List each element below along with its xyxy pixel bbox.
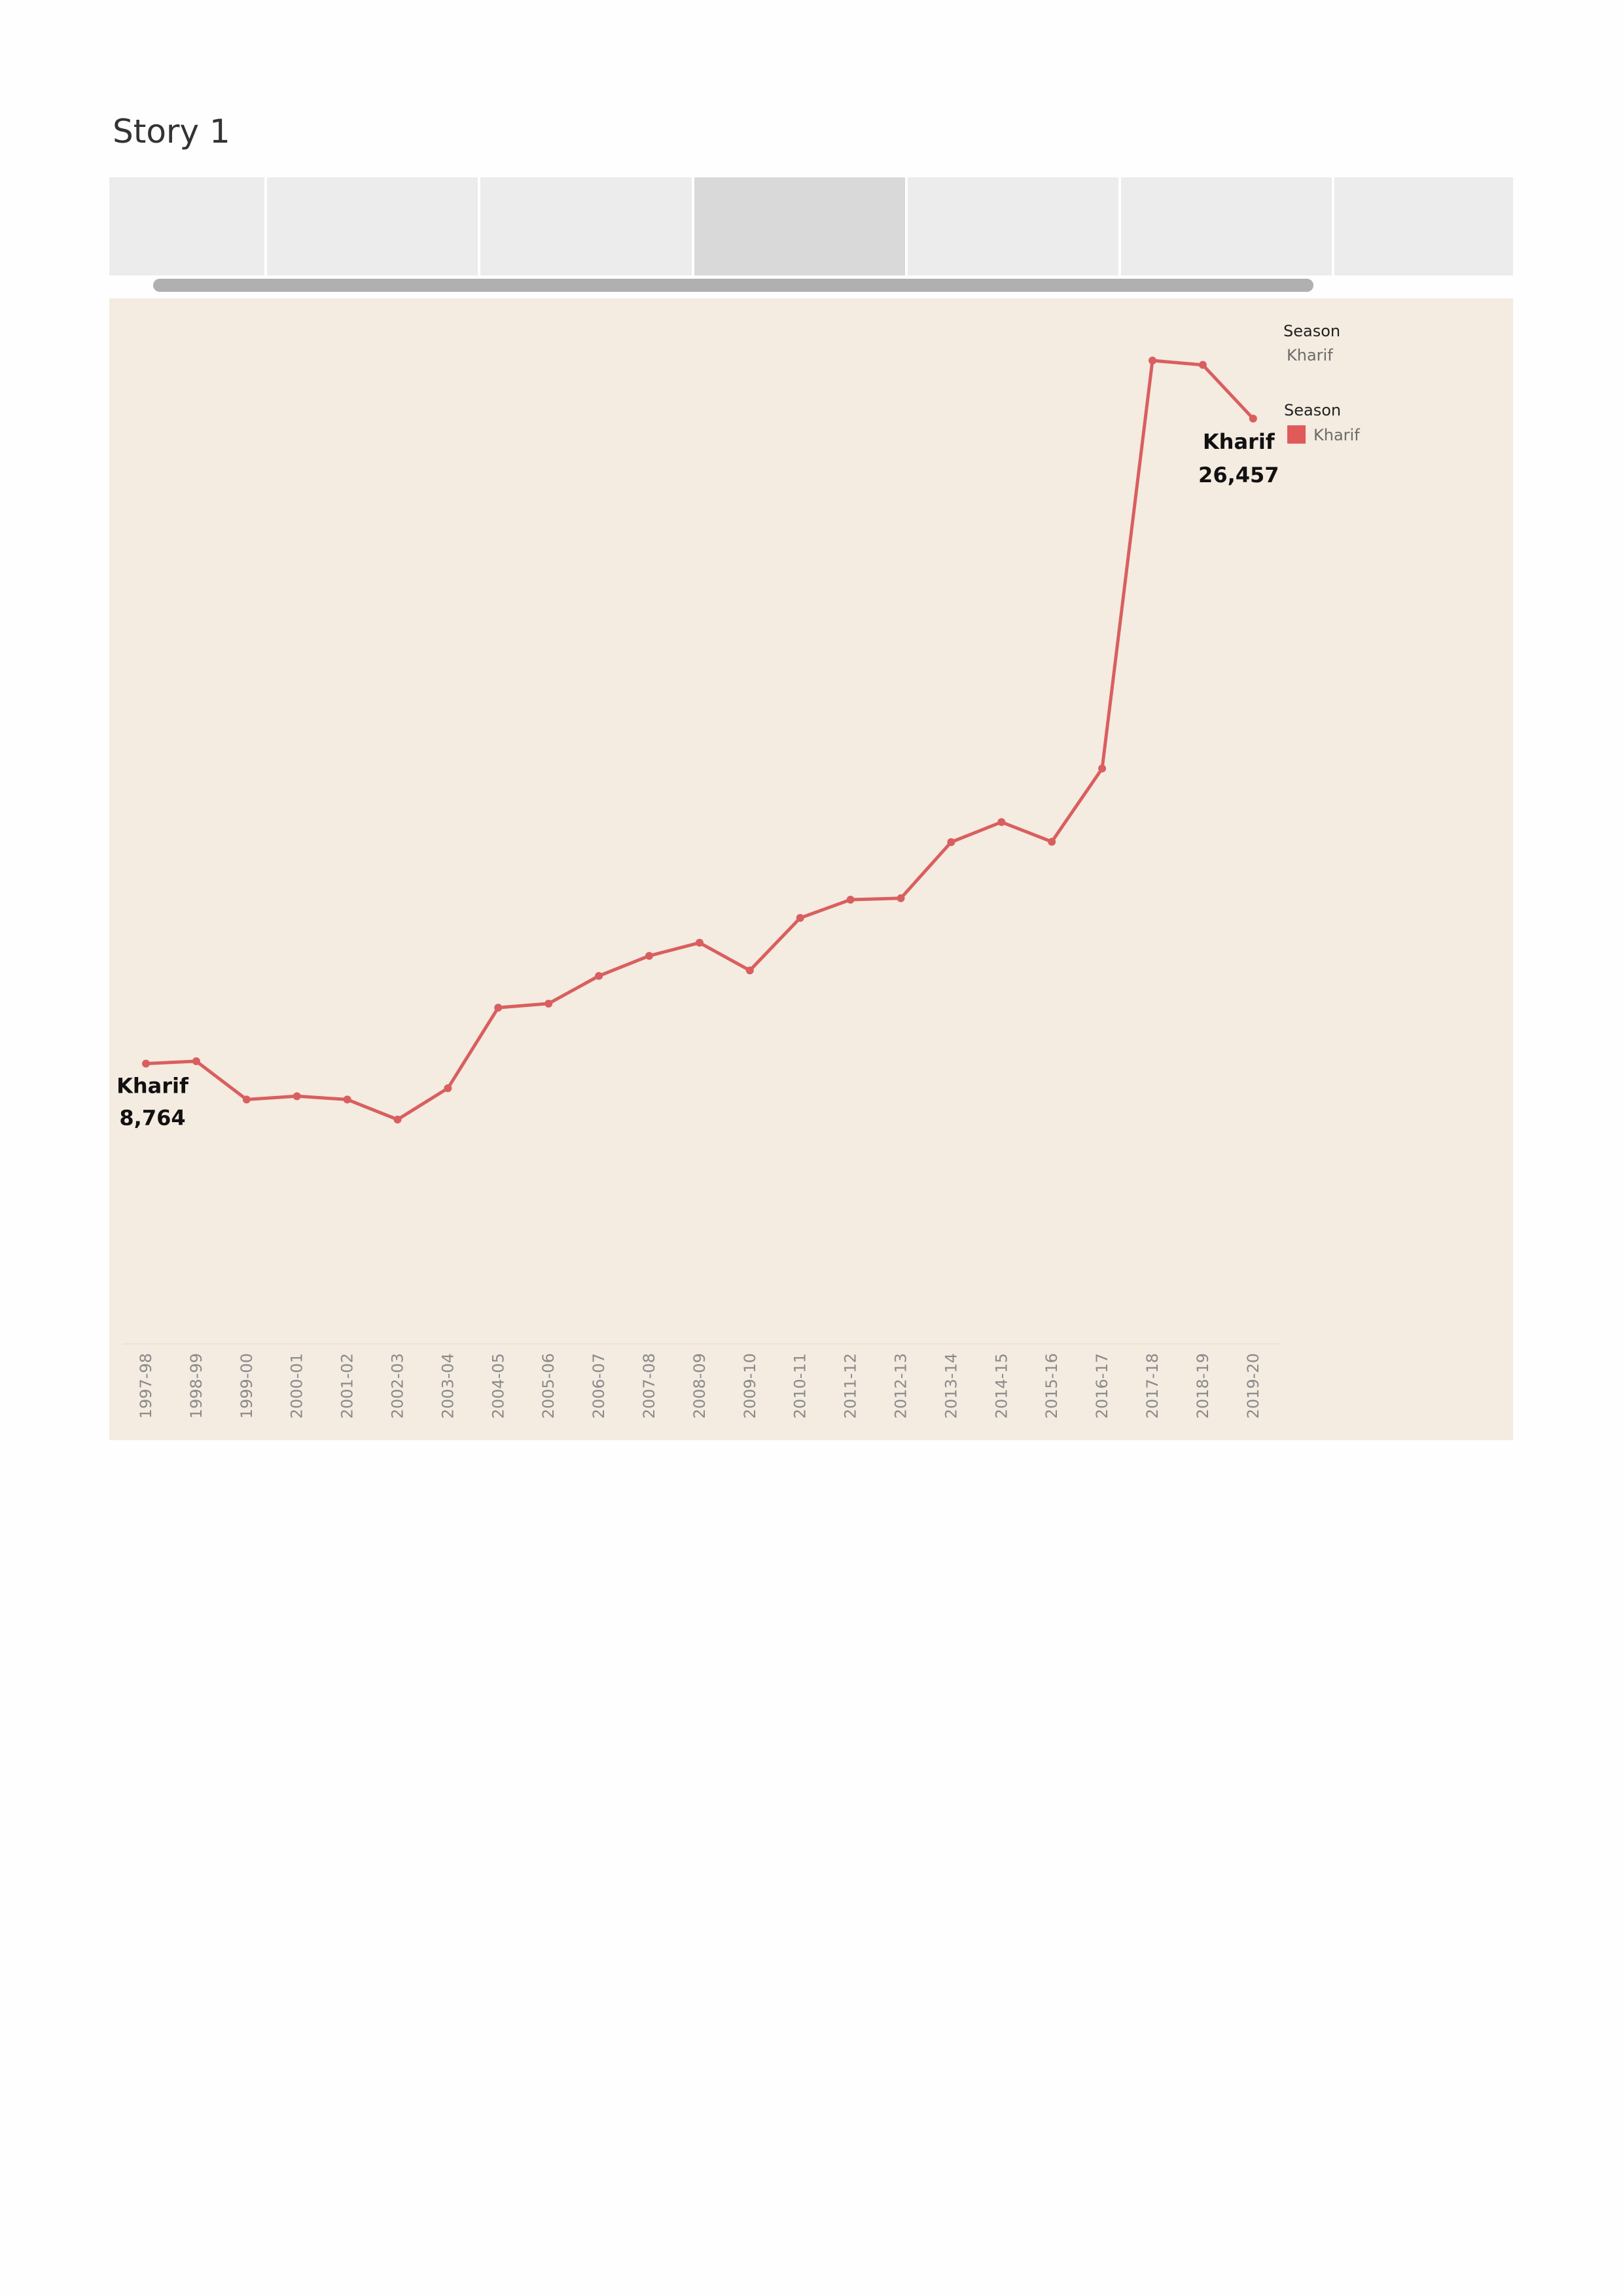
story-point-3[interactable] [480, 177, 694, 275]
x-tick-label: 2012-13 [892, 1353, 910, 1419]
x-tick-label: 2001-02 [338, 1353, 357, 1419]
data-point-2019-20[interactable] [1249, 414, 1257, 423]
data-point-1999-00[interactable] [242, 1095, 251, 1104]
story-navigator [109, 177, 1513, 275]
color-legend-label[interactable]: Kharif [1313, 426, 1360, 444]
series-line-kharif [145, 359, 1255, 1122]
x-tick-label: 2002-03 [389, 1353, 407, 1419]
x-tick-label: 2011-12 [842, 1353, 860, 1419]
x-tick-label: 1999-00 [238, 1353, 256, 1419]
x-tick-label: 2010-11 [791, 1353, 810, 1419]
story-title: Story 1 [113, 113, 230, 150]
data-point-2015-16[interactable] [1048, 838, 1056, 846]
data-point-2008-09[interactable] [695, 938, 704, 947]
data-point-2007-08[interactable] [645, 951, 653, 960]
data-point-1998-99[interactable] [192, 1057, 200, 1065]
data-point-2013-14[interactable] [947, 838, 955, 847]
data-point-2005-06[interactable] [544, 999, 553, 1008]
data-point-2011-12[interactable] [846, 896, 855, 904]
x-tick-label: 2016-17 [1093, 1353, 1111, 1419]
story-point-6[interactable] [1121, 177, 1334, 275]
data-point-2006-07[interactable] [595, 972, 603, 980]
x-tick-label: 1998-99 [187, 1353, 205, 1419]
data-point-2018-19[interactable] [1198, 361, 1207, 369]
filter-legend-value[interactable]: Kharif [1287, 346, 1333, 364]
line-chart: Season Kharif Season Kharif 1997-98 1998-… [116, 322, 1360, 1419]
x-tick-label: 2019-20 [1244, 1353, 1262, 1419]
x-tick-label: 2000-01 [288, 1353, 306, 1419]
data-point-2000-01[interactable] [293, 1092, 301, 1101]
end-annotation-series: Kharif [1203, 429, 1275, 454]
x-tick-label: 2017-18 [1143, 1353, 1162, 1419]
story-point-1[interactable] [109, 177, 267, 275]
story-navigator-scrollbar[interactable] [153, 279, 1313, 292]
data-point-2003-04[interactable] [444, 1084, 452, 1093]
x-tick-label: 2007-08 [640, 1353, 658, 1419]
data-point-2009-10[interactable] [745, 966, 754, 975]
end-annotation-value: 26,457 [1198, 463, 1279, 487]
x-tick-label: 2013-14 [942, 1353, 960, 1419]
x-tick-label: 2014-15 [992, 1353, 1010, 1419]
data-point-2010-11[interactable] [796, 913, 804, 922]
start-annotation-value: 8,764 [119, 1106, 185, 1131]
data-point-2001-02[interactable] [343, 1095, 351, 1104]
x-tick-label: 2015-16 [1043, 1353, 1061, 1419]
data-point-2012-13[interactable] [897, 894, 905, 902]
story-point-7[interactable] [1334, 177, 1513, 275]
x-tick-label: 2003-04 [438, 1353, 457, 1419]
start-annotation-series: Kharif [116, 1074, 189, 1099]
story-point-2[interactable] [267, 177, 480, 275]
x-tick-label: 2005-06 [539, 1353, 558, 1419]
data-point-2004-05[interactable] [494, 1003, 503, 1012]
data-point-2017-18[interactable] [1149, 357, 1156, 364]
data-point-2016-17[interactable] [1098, 764, 1107, 773]
x-tick-label: 2018-19 [1194, 1353, 1212, 1419]
data-point-2014-15[interactable] [997, 818, 1006, 826]
dashboard-area: Season Kharif Season Kharif 1997-98 1998-… [109, 298, 1513, 1440]
x-tick-label: 2008-09 [690, 1353, 709, 1419]
x-tick-label: 2009-10 [741, 1353, 759, 1419]
x-tick-label: 1997-98 [137, 1353, 155, 1419]
data-point-2002-03[interactable] [393, 1116, 402, 1123]
filter-legend-title: Season [1283, 322, 1340, 340]
x-tick-label: 2004-05 [489, 1353, 507, 1419]
x-tick-label: 2006-07 [590, 1353, 608, 1419]
data-point-1997-98[interactable] [142, 1059, 150, 1068]
color-legend-swatch[interactable] [1287, 425, 1306, 444]
story-point-4[interactable] [694, 177, 908, 275]
color-legend-title: Season [1284, 401, 1341, 419]
story-point-5[interactable] [908, 177, 1121, 275]
